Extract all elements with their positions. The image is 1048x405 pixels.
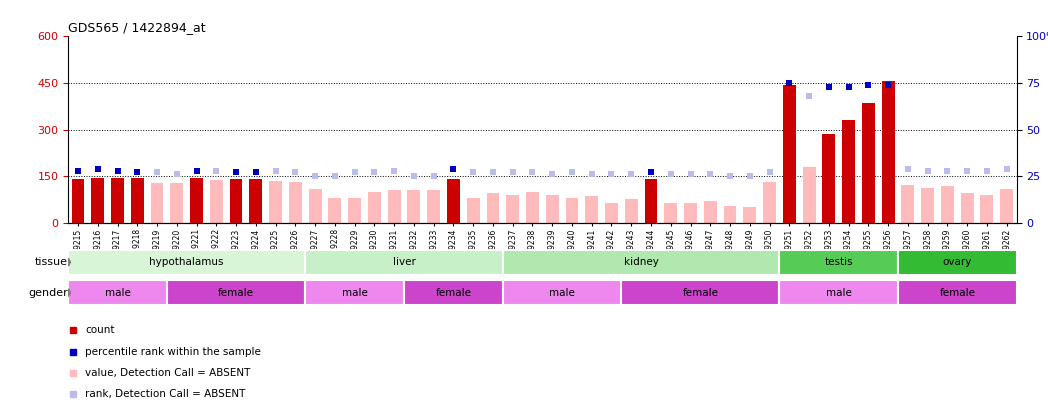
Bar — [328, 198, 342, 223]
Bar — [898, 249, 1017, 275]
Bar — [68, 280, 167, 305]
Bar — [763, 182, 776, 223]
Bar — [506, 195, 519, 223]
Bar — [68, 249, 305, 275]
Bar — [388, 190, 400, 223]
Bar — [151, 183, 163, 223]
Polygon shape — [68, 258, 70, 266]
Bar — [723, 206, 737, 223]
Text: female: female — [682, 288, 719, 298]
Bar — [210, 180, 223, 223]
Bar — [309, 189, 322, 223]
Bar — [780, 249, 898, 275]
Text: GDS565 / 1422894_at: GDS565 / 1422894_at — [68, 21, 205, 34]
Bar — [230, 179, 242, 223]
Bar — [861, 103, 875, 223]
Bar — [167, 280, 305, 305]
Bar — [605, 202, 618, 223]
Bar — [546, 195, 559, 223]
Bar — [305, 280, 405, 305]
Text: gender: gender — [28, 288, 68, 298]
Bar — [881, 81, 895, 223]
Text: testis: testis — [825, 257, 853, 267]
Polygon shape — [68, 289, 70, 296]
Bar — [803, 167, 815, 223]
Text: hypothalamus: hypothalamus — [150, 257, 224, 267]
Bar — [408, 190, 420, 223]
Bar — [981, 196, 994, 223]
Bar — [783, 85, 795, 223]
Text: rank, Detection Call = ABSENT: rank, Detection Call = ABSENT — [85, 389, 245, 399]
Text: percentile rank within the sample: percentile rank within the sample — [85, 347, 261, 356]
Bar — [171, 183, 183, 223]
Text: count: count — [85, 326, 114, 335]
Bar — [664, 202, 677, 223]
Text: female: female — [435, 288, 472, 298]
Bar — [249, 179, 262, 223]
Bar — [586, 196, 598, 223]
Bar — [941, 186, 954, 223]
Bar — [566, 198, 578, 223]
Bar — [368, 192, 380, 223]
Bar — [190, 178, 203, 223]
Bar — [743, 207, 757, 223]
Bar — [71, 179, 85, 223]
Text: male: male — [342, 288, 368, 298]
Text: female: female — [939, 288, 976, 298]
Text: kidney: kidney — [624, 257, 658, 267]
Bar — [269, 181, 282, 223]
Bar — [823, 134, 835, 223]
Text: female: female — [218, 288, 254, 298]
Bar — [704, 201, 717, 223]
Bar — [921, 188, 934, 223]
Bar — [348, 198, 362, 223]
Bar — [621, 280, 780, 305]
Text: male: male — [549, 288, 575, 298]
Bar — [305, 249, 503, 275]
Bar — [645, 179, 657, 223]
Bar — [898, 280, 1017, 305]
Bar — [780, 280, 898, 305]
Bar — [131, 178, 144, 223]
Bar — [111, 178, 124, 223]
Bar — [625, 200, 637, 223]
Bar — [428, 190, 440, 223]
Bar — [466, 198, 480, 223]
Bar — [1000, 189, 1013, 223]
Bar — [901, 185, 914, 223]
Text: tissue: tissue — [36, 257, 68, 267]
Text: value, Detection Call = ABSENT: value, Detection Call = ABSENT — [85, 368, 250, 377]
Bar — [503, 280, 621, 305]
Bar — [486, 193, 499, 223]
Bar — [684, 203, 697, 223]
Bar — [289, 182, 302, 223]
Bar — [447, 179, 460, 223]
Bar — [843, 120, 855, 223]
Text: male: male — [105, 288, 130, 298]
Bar — [405, 280, 503, 305]
Bar — [91, 178, 104, 223]
Text: male: male — [826, 288, 852, 298]
Text: ovary: ovary — [942, 257, 971, 267]
Bar — [503, 249, 780, 275]
Bar — [961, 193, 974, 223]
Text: liver: liver — [393, 257, 415, 267]
Bar — [526, 192, 539, 223]
